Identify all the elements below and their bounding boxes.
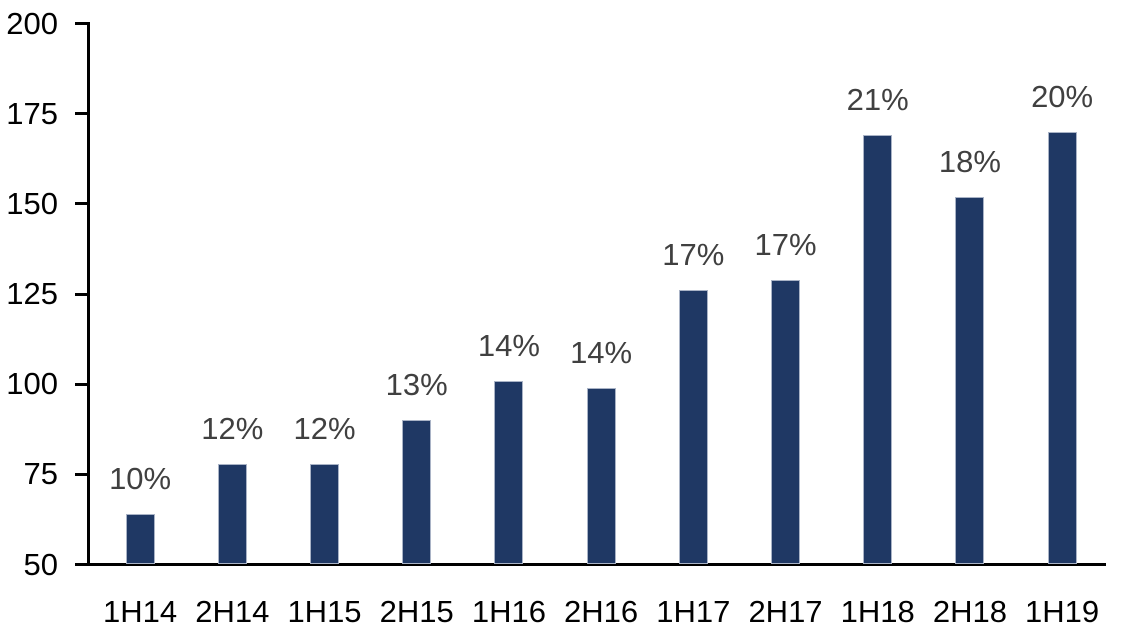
y-tick-mark	[75, 202, 89, 206]
y-tick-label: 200	[6, 5, 58, 41]
x-tick-label: 1H18	[840, 594, 915, 629]
bar	[955, 196, 985, 564]
x-tick-label: 1H16	[471, 594, 546, 629]
bar-data-label: 10%	[109, 461, 172, 496]
y-tick-label: 125	[6, 276, 58, 311]
y-tick-label: 75	[23, 456, 58, 492]
bar	[310, 463, 339, 564]
x-tick-label: 2H14	[195, 594, 270, 629]
bar-data-label: 14%	[570, 334, 633, 370]
x-tick-label: 2H16	[564, 594, 639, 629]
bar	[1047, 131, 1077, 564]
x-tick-label: 1H19	[1025, 594, 1100, 629]
y-tick-label: 150	[6, 185, 58, 221]
bar	[217, 463, 247, 564]
bar-data-label: 20%	[1031, 78, 1094, 114]
y-tick-mark	[75, 563, 89, 566]
bar	[402, 420, 432, 564]
y-tick-mark	[75, 112, 89, 116]
bar	[678, 290, 708, 564]
x-axis-line	[76, 563, 1106, 566]
y-tick-mark	[75, 382, 89, 386]
x-tick-label: 1H17	[656, 594, 731, 629]
bar-data-label: 14%	[477, 327, 540, 363]
bar	[863, 135, 893, 564]
x-tick-label: 2H17	[748, 594, 823, 629]
bar	[586, 387, 616, 564]
x-tick-label: 2H15	[379, 594, 454, 629]
x-tick-label: 2H18	[932, 594, 1007, 629]
bar-data-label: 13%	[385, 367, 448, 403]
bar-data-label: 17%	[754, 226, 817, 262]
y-tick-mark	[75, 472, 89, 476]
y-tick-label: 100	[6, 366, 58, 402]
bar-data-label: 17%	[662, 237, 725, 273]
y-tick-mark	[75, 22, 89, 25]
bar-data-label: 18%	[938, 143, 1001, 179]
y-tick-mark	[75, 292, 89, 296]
x-tick-label: 1H15	[287, 594, 362, 629]
bar	[494, 380, 524, 564]
bar	[771, 279, 800, 564]
y-tick-label: 50	[23, 546, 58, 582]
bar-data-label: 12%	[293, 410, 356, 446]
bar-data-label: 12%	[201, 410, 264, 446]
bar	[125, 514, 155, 564]
bar-data-label: 21%	[846, 82, 909, 118]
y-tick-label: 175	[6, 95, 58, 131]
x-tick-label: 1H14	[103, 594, 178, 629]
